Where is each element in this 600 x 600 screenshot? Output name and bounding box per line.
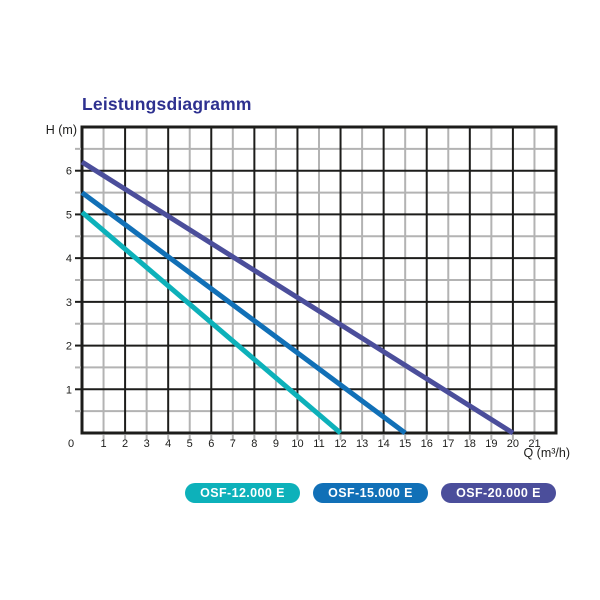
x-tick-label: 2 [122, 438, 128, 450]
pump-curve-2 [80, 190, 407, 436]
x-tick-label: 14 [378, 438, 390, 450]
x-tick-label: 17 [442, 438, 454, 450]
x-tick-label: 8 [251, 438, 257, 450]
y-tick-label: 3 [66, 297, 72, 309]
x-tick-label: 20 [507, 438, 519, 450]
x-tick-label: 15 [399, 438, 411, 450]
x-tick-label: 0 [68, 438, 74, 450]
x-tick-label: 3 [144, 438, 150, 450]
pump-curve-3 [80, 159, 515, 436]
x-tick-label: 1 [100, 438, 106, 450]
y-tick-label: 2 [66, 341, 72, 353]
x-tick-label: 21 [528, 438, 540, 450]
chart-title: Leistungsdiagramm [82, 94, 252, 114]
legend-badge-osf-20000e: OSF-20.000 E [441, 483, 556, 503]
x-tick-label: 19 [485, 438, 497, 450]
x-tick-label: 5 [187, 438, 193, 450]
x-tick-label: 7 [230, 438, 236, 450]
x-tick-label: 13 [356, 438, 368, 450]
y-tick-label: 4 [66, 253, 72, 265]
x-tick-label: 6 [208, 438, 214, 450]
x-tick-label: 11 [313, 438, 324, 450]
x-tick-label: 12 [334, 438, 346, 450]
x-tick-label: 4 [165, 438, 171, 450]
legend-badge-osf-12000e: OSF-12.000 E [185, 483, 300, 503]
y-tick-label: 6 [66, 166, 72, 178]
y-axis-label: H (m) [45, 123, 77, 137]
pump-curve-1 [80, 210, 343, 435]
plot-border [80, 125, 558, 435]
legend-badge-osf-15000e: OSF-15.000 E [313, 483, 428, 503]
x-tick-label: 16 [421, 438, 433, 450]
x-tick-label: 9 [273, 438, 279, 450]
x-tick-label: 18 [464, 438, 476, 450]
y-tick-label: 5 [66, 209, 72, 221]
legend: OSF-12.000 E OSF-15.000 E OSF-20.000 E [185, 483, 556, 503]
x-axis-label: Q (m³/h) [523, 446, 570, 460]
x-tick-label: 10 [291, 438, 303, 450]
y-tick-label: 1 [66, 384, 72, 396]
